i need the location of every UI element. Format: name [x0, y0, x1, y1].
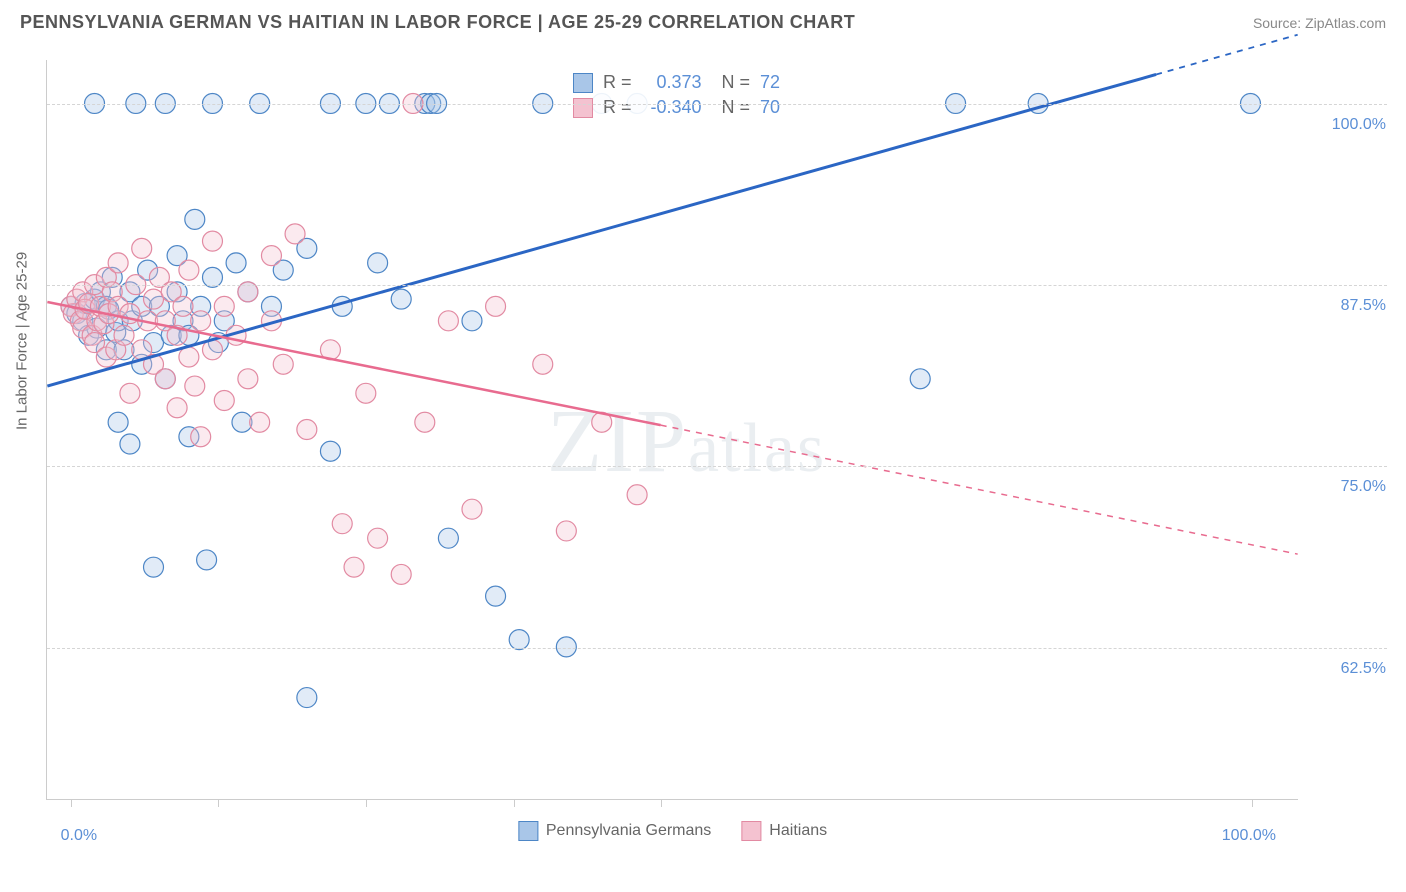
data-point: [285, 224, 305, 244]
data-point: [356, 383, 376, 403]
stat-n-value: 72: [760, 72, 780, 93]
x-tick: [218, 799, 219, 807]
data-point: [185, 209, 205, 229]
data-point: [391, 289, 411, 309]
x-tick: [514, 799, 515, 807]
data-point: [910, 369, 930, 389]
legend-swatch: [518, 821, 538, 841]
data-point: [486, 586, 506, 606]
data-point: [462, 499, 482, 519]
data-point: [120, 383, 140, 403]
data-point: [108, 253, 128, 273]
gridline: [47, 285, 1387, 286]
data-point: [509, 630, 529, 650]
data-point: [415, 412, 435, 432]
legend-label: Haitians: [769, 822, 827, 840]
data-point: [273, 354, 293, 374]
data-point: [191, 311, 211, 331]
stat-swatch: [573, 98, 593, 118]
data-point: [114, 325, 134, 345]
data-point: [108, 412, 128, 432]
data-point: [391, 564, 411, 584]
chart-plot-area: ZIPatlas R =0.373N =72R =-0.340N =70 Pen…: [46, 60, 1298, 800]
trend-line-extension: [661, 425, 1298, 554]
header: PENNSYLVANIA GERMAN VS HAITIAN IN LABOR …: [0, 0, 1406, 41]
y-axis-label: In Labor Force | Age 25-29: [14, 252, 31, 430]
y-tick-label: 75.0%: [1341, 478, 1386, 496]
gridline: [47, 466, 1387, 467]
x-tick-label-right: 100.0%: [1222, 827, 1276, 845]
stat-r-value: -0.340: [642, 97, 702, 118]
data-point: [438, 311, 458, 331]
data-point: [132, 238, 152, 258]
data-point: [226, 253, 246, 273]
data-point: [533, 354, 553, 374]
data-point: [179, 347, 199, 367]
chart-title: PENNSYLVANIA GERMAN VS HAITIAN IN LABOR …: [20, 12, 855, 33]
legend-item: Haitians: [741, 821, 827, 841]
data-point: [238, 369, 258, 389]
data-point: [627, 485, 647, 505]
data-point: [368, 253, 388, 273]
data-point: [486, 296, 506, 316]
y-tick-label: 100.0%: [1332, 116, 1386, 134]
gridline: [47, 104, 1387, 105]
stat-n-label: N =: [722, 72, 751, 93]
stat-swatch: [573, 73, 593, 93]
legend-label: Pennsylvania Germans: [546, 822, 711, 840]
data-point: [214, 391, 234, 411]
stat-box: R = 0.373 N = 72 R = -0.340 N = 70: [565, 66, 788, 124]
data-point: [320, 441, 340, 461]
legend-bottom: Pennsylvania Germans Haitians: [518, 821, 827, 841]
data-point: [556, 521, 576, 541]
data-point: [173, 296, 193, 316]
y-tick-label: 62.5%: [1341, 660, 1386, 678]
stat-row: R = -0.340 N = 70: [573, 95, 780, 120]
data-point: [191, 427, 211, 447]
x-tick: [1252, 799, 1253, 807]
data-point: [250, 412, 270, 432]
x-tick-label-left: 0.0%: [61, 827, 97, 845]
data-point: [297, 688, 317, 708]
data-point: [120, 434, 140, 454]
stat-r-value: 0.373: [642, 72, 702, 93]
data-point: [185, 376, 205, 396]
data-point: [144, 289, 164, 309]
data-point: [144, 557, 164, 577]
data-point: [179, 260, 199, 280]
legend-item: Pennsylvania Germans: [518, 821, 711, 841]
x-tick: [71, 799, 72, 807]
data-point: [332, 514, 352, 534]
data-point: [214, 296, 234, 316]
scatter-svg: [47, 60, 1298, 799]
data-point: [438, 528, 458, 548]
data-point: [344, 557, 364, 577]
gridline: [47, 648, 1387, 649]
source-label: Source: ZipAtlas.com: [1253, 15, 1386, 31]
data-point: [462, 311, 482, 331]
data-point: [167, 398, 187, 418]
y-tick-label: 87.5%: [1341, 297, 1386, 315]
stat-n-label: N =: [722, 97, 751, 118]
stat-row: R = 0.373 N = 72: [573, 70, 780, 95]
data-point: [202, 231, 222, 251]
x-tick: [366, 799, 367, 807]
data-point: [155, 369, 175, 389]
data-point: [261, 246, 281, 266]
data-point: [232, 412, 252, 432]
data-point: [297, 420, 317, 440]
legend-swatch: [741, 821, 761, 841]
data-point: [197, 550, 217, 570]
stat-r-label: R =: [603, 97, 632, 118]
x-tick: [661, 799, 662, 807]
stat-n-value: 70: [760, 97, 780, 118]
stat-r-label: R =: [603, 72, 632, 93]
data-point: [368, 528, 388, 548]
